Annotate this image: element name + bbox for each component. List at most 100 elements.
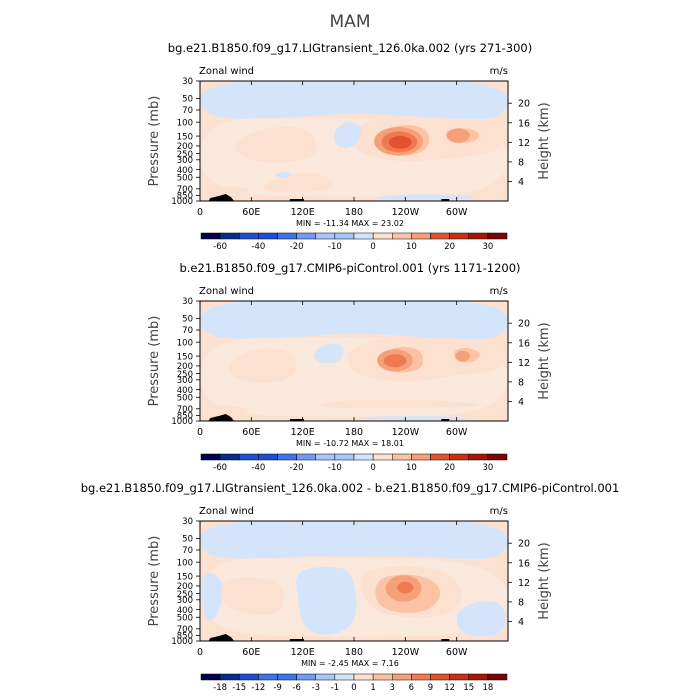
y-tick-label: 400 xyxy=(177,606,193,616)
colorbar-label: 0 xyxy=(370,463,375,473)
height-tick-label: 12 xyxy=(518,358,530,369)
colorbar-label: 20 xyxy=(444,463,455,473)
colorbar-box xyxy=(372,232,393,240)
y-tick-label: 100 xyxy=(177,338,193,348)
colorbar-label: 10 xyxy=(406,463,417,473)
colorbar-label: 20 xyxy=(444,242,455,252)
colorbar-box xyxy=(449,232,469,240)
topography xyxy=(208,414,235,421)
y-tick-label: 150 xyxy=(177,352,193,362)
y-tick-label: 400 xyxy=(177,386,193,396)
colorbar-label: 18 xyxy=(482,683,493,693)
y-tick-label: 300 xyxy=(177,156,193,166)
y-tick-label: 300 xyxy=(177,376,193,386)
contour-fill xyxy=(207,627,227,634)
x-tick-label: 60E xyxy=(242,207,260,218)
colorbar-box xyxy=(487,232,508,240)
colorbar-box xyxy=(468,673,489,681)
colorbar-box xyxy=(315,232,336,240)
x-tick-label: 120W xyxy=(392,647,420,658)
y-tick-label: 250 xyxy=(177,370,193,380)
colorbar-box xyxy=(449,673,469,681)
colorbar-box xyxy=(392,673,412,681)
x-tick-label: 120W xyxy=(392,207,420,218)
contour-fill xyxy=(446,128,470,143)
colorbar-box xyxy=(239,232,259,240)
colorbar-box xyxy=(258,453,278,461)
panel-1: bg.e21.B1850.f09_g17.LIGtransient_126.0k… xyxy=(147,41,552,252)
topography xyxy=(208,634,235,641)
colorbar-box xyxy=(315,453,336,461)
contour-fill xyxy=(334,122,361,148)
colorbar-label: -60 xyxy=(213,463,227,473)
x-tick-label: 180 xyxy=(345,647,363,658)
colorbar-label: 0 xyxy=(351,683,356,693)
y-tick-label: 100 xyxy=(177,118,193,128)
y-tick-label: 1000 xyxy=(171,637,193,647)
colorbar-label: -20 xyxy=(290,242,304,252)
height-tick-label: 12 xyxy=(518,138,530,149)
y-tick-label: 250 xyxy=(177,150,193,160)
y-tick-label: 850 xyxy=(177,412,193,422)
height-tick-label: 8 xyxy=(518,157,524,168)
colorbar-label: 9 xyxy=(428,683,433,693)
y-tick-label: 1000 xyxy=(171,417,193,427)
x-tick-label: 120E xyxy=(291,647,315,658)
colorbar-box xyxy=(258,673,278,681)
height-tick-label: 4 xyxy=(518,177,524,188)
min-max-stats: MIN = -11.34 MAX = 23.02 xyxy=(296,219,404,228)
panel-right-label: m/s xyxy=(490,66,508,77)
colorbar-label: -40 xyxy=(251,242,265,252)
colorbar-box xyxy=(219,673,240,681)
panel-3: bg.e21.B1850.f09_g17.LIGtransient_126.0k… xyxy=(81,481,620,693)
contour-fill xyxy=(456,601,507,637)
colorbar-label: 0 xyxy=(370,242,375,252)
y-tick-label: 850 xyxy=(177,192,193,202)
colorbar-label: -15 xyxy=(232,683,246,693)
y-tick-label: 1000 xyxy=(171,197,193,207)
contour-fill xyxy=(388,135,412,149)
contour-fill xyxy=(455,350,470,362)
y-tick-label: 200 xyxy=(177,142,193,152)
panel-title: bg.e21.B1850.f09_g17.LIGtransient_126.0k… xyxy=(168,41,532,55)
contour-fill xyxy=(383,354,407,368)
colorbar-box xyxy=(372,453,393,461)
colorbar-box xyxy=(296,453,316,461)
colorbar-label: -6 xyxy=(292,683,300,693)
colorbar-box xyxy=(372,673,393,681)
contour-fill xyxy=(376,194,476,200)
contour-fill xyxy=(235,126,317,163)
contour-fill xyxy=(275,172,292,178)
contour-fill xyxy=(314,343,344,364)
colorbar-label: -9 xyxy=(273,683,281,693)
min-max-stats: MIN = -2.45 MAX = 7.16 xyxy=(301,659,399,668)
y-tick-label: 50 xyxy=(182,95,193,105)
panel-2: b.e21.B1850.f09_g17.CMIP6-piControl.001 … xyxy=(147,261,552,473)
y-axis-right-title: Height (km) xyxy=(537,102,552,179)
y-tick-label: 700 xyxy=(177,185,193,195)
colorbar-label: 3 xyxy=(390,683,395,693)
contour-field xyxy=(200,81,508,201)
panel-left-label: Zonal wind xyxy=(199,506,254,517)
colorbar-box xyxy=(430,453,450,461)
x-tick-label: 60W xyxy=(446,427,468,438)
contour-fill xyxy=(200,529,508,557)
y-tick-label: 300 xyxy=(177,596,193,606)
colorbar-box xyxy=(219,453,240,461)
colorbar-label: -18 xyxy=(213,683,227,693)
y-tick-label: 700 xyxy=(177,625,193,635)
height-tick-label: 20 xyxy=(518,99,530,110)
y-tick-label: 200 xyxy=(177,582,193,592)
y-tick-label: 50 xyxy=(182,535,193,545)
colorbar-box xyxy=(430,232,450,240)
colorbar-box xyxy=(449,453,469,461)
contour-fill xyxy=(228,348,297,383)
topography xyxy=(441,199,450,201)
height-tick-label: 20 xyxy=(518,319,530,330)
colorbar-box xyxy=(487,453,508,461)
x-tick-label: 0 xyxy=(197,647,203,658)
colorbar-box xyxy=(411,453,431,461)
topography xyxy=(441,639,450,641)
x-tick-label: 60E xyxy=(242,427,260,438)
